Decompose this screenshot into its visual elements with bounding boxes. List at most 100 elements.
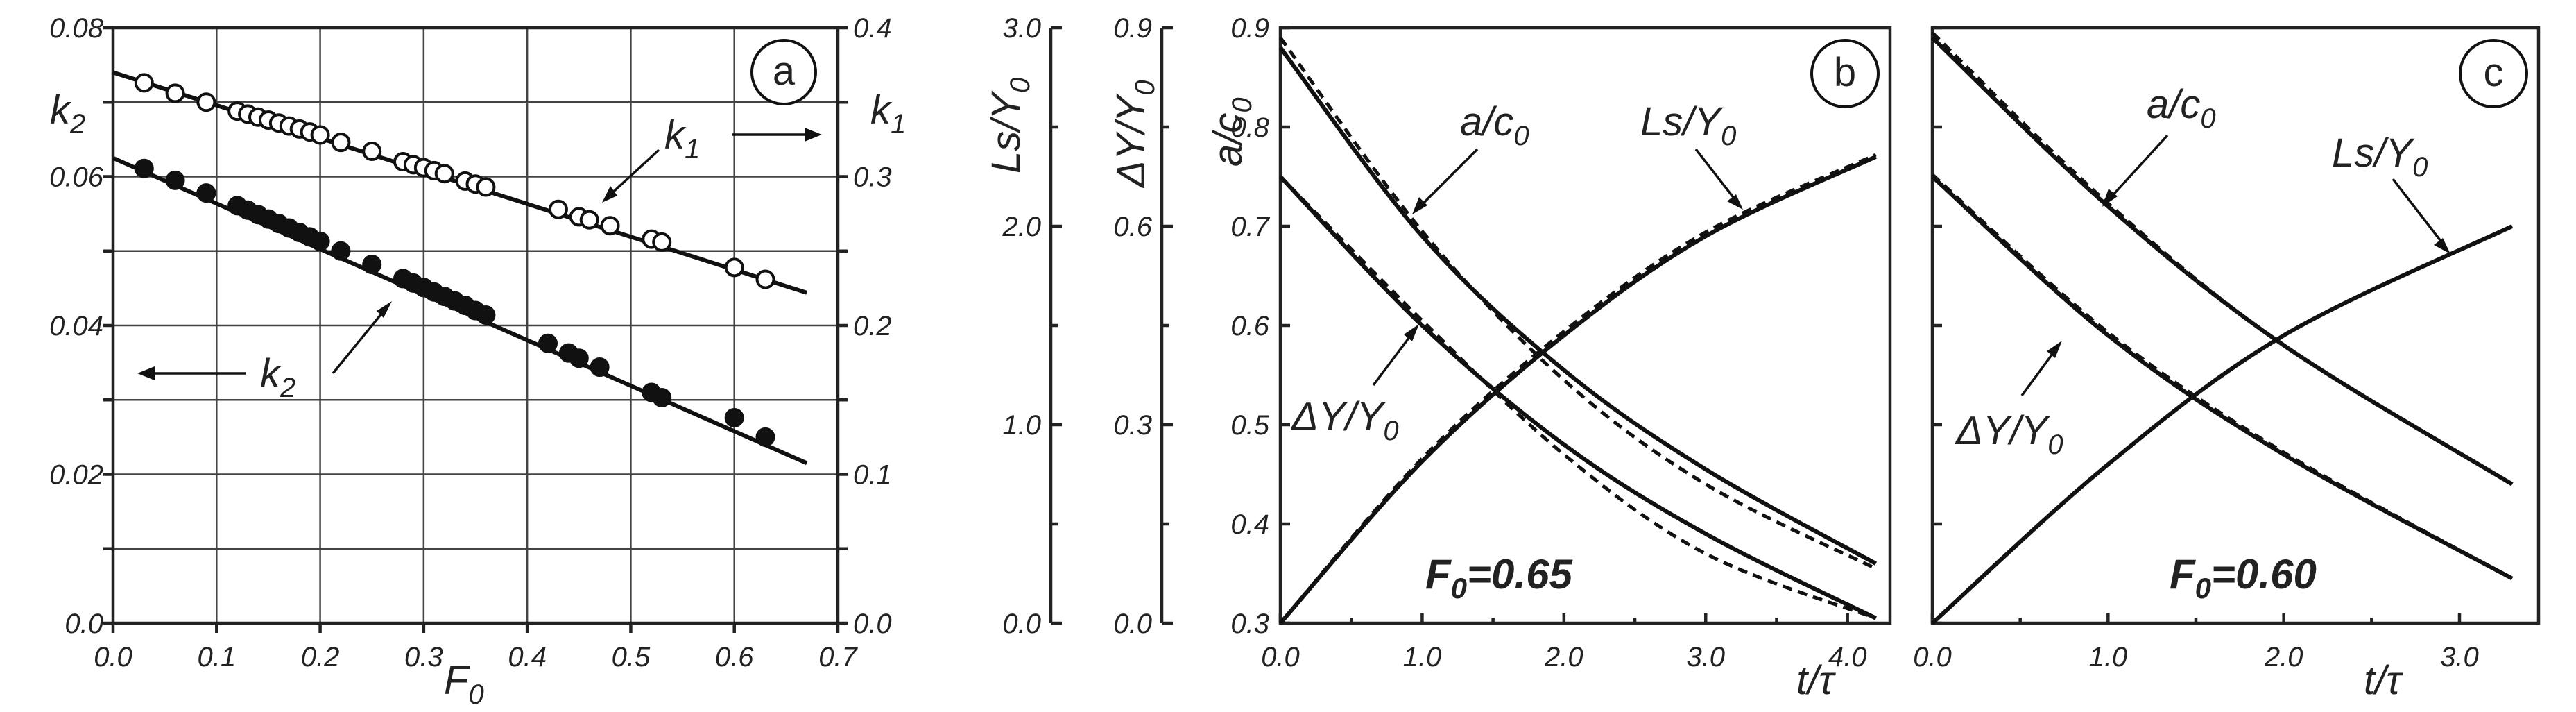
x-tick-label: 0.0: [1913, 642, 1952, 672]
panel-a-right-tick-label: 0.1: [853, 460, 892, 491]
panel-a-grid: [113, 28, 838, 623]
panel-b-dy-axis-label: ΔY/Y0: [1108, 80, 1160, 189]
x-tick-label: 1.0: [2089, 642, 2128, 672]
panel-c-dy-annotation: ΔY/Y0: [1955, 408, 2063, 460]
extra-axis-tick-label: 3.0: [1002, 13, 1041, 44]
panel-a-points: [134, 73, 775, 447]
panel-b-ls-pointer-head: [1727, 194, 1743, 210]
panel-a-x-tick-label: 0.0: [94, 642, 132, 672]
panel-b-ac-pointer: [1417, 148, 1479, 210]
panel-a-x-tick-label: 0.3: [404, 642, 443, 672]
panel-a-left-tick-label: 0.04: [49, 311, 103, 341]
panel-c-curves: [1930, 31, 2514, 625]
panel-b-dy-pointer-head: [1404, 324, 1419, 341]
k1-data-point: [165, 83, 185, 103]
curve-dashed: [1279, 153, 1877, 625]
k1-data-point: [579, 210, 599, 230]
panel-b-label-circle: [1810, 39, 1880, 108]
panel-c-ls-pointer-head: [2434, 238, 2450, 254]
panel-a-left-tick-label: 0.08: [49, 13, 104, 44]
x-tick-label: 0.0: [1261, 642, 1300, 672]
panel-b-x-axis-label: t/τ: [1796, 658, 1836, 703]
x-tick-label: 1.0: [1403, 642, 1442, 672]
panel-b-ls-annotation: Ls/Y0: [1640, 99, 1736, 151]
curve-dashed: [1931, 173, 2514, 580]
panel-b: 0.01.02.03.00.00.30.60.9 0.0 1.0 2.0 3.0 4.0…: [984, 13, 1892, 703]
x-tick-label: 4.0: [1828, 642, 1867, 672]
panel-c-dy-pointer: [2020, 347, 2058, 397]
k1-pointer: [606, 149, 660, 198]
k2-data-point: [331, 241, 351, 261]
panel-c-label: c: [2484, 50, 2504, 95]
panel-a-x-ticks: 0.0 0.1 0.2 0.3 0.4 0.5 0.6 0.7: [94, 623, 859, 672]
panel-c-ls-annotation: Ls/Y0: [2332, 130, 2428, 183]
x-tick-label: 2.0: [2264, 642, 2303, 672]
extra-axis-tick-label: 0.3: [1113, 410, 1152, 441]
panel-a-x-axis-label: F0: [444, 658, 484, 710]
k1-annotation: k1: [664, 112, 700, 164]
x-tick-label: 3.0: [1686, 642, 1725, 672]
curve-solid: [1930, 224, 2514, 625]
y-tick-label: 0.6: [1230, 311, 1269, 341]
k2-data-point: [165, 170, 185, 190]
panel-c-x-ticks: 0.0 1.0 2.0 3.0: [1913, 613, 2479, 672]
k2-data-point: [569, 348, 589, 368]
k2-data-point: [362, 255, 382, 275]
k2-data-point: [590, 357, 610, 378]
panel-c-ac-annotation: a/c0: [2147, 82, 2216, 134]
panel-b-ac-axis-label: a/c0: [1205, 97, 1257, 167]
panel-a-x-tick-label: 0.2: [301, 642, 340, 672]
k1-data-point: [476, 177, 496, 197]
x-tick-label: 3.0: [2440, 642, 2479, 672]
panel-a-x-tick-label: 0.5: [612, 642, 651, 672]
panel-a-left-axis-label: k2: [50, 87, 85, 139]
panel-c-x-axis-label: t/τ: [2364, 658, 2403, 703]
extra-axis-tick-label: 0.0: [1113, 609, 1152, 639]
panel-b-ac-pointer-head: [1412, 197, 1427, 214]
panel-a-right-tick-label: 0.0: [853, 609, 892, 639]
k1-data-point: [362, 142, 382, 162]
k2-data-point: [476, 305, 496, 325]
k2-data-point: [652, 388, 672, 408]
panel-a-label: a: [773, 49, 796, 94]
k2-data-point: [724, 407, 744, 427]
panel-a-label-circle: [750, 39, 817, 105]
panel-b-curves: [1278, 36, 1878, 625]
k1-data-point: [434, 164, 454, 184]
panel-b-extra-axes: 0.0 1.0 2.0 3.0 0.0 0.3 0.6 0.9: [1002, 13, 1173, 639]
extra-axis-tick-label: 0.9: [1113, 13, 1152, 44]
panel-a-right-tick-label: 0.4: [853, 13, 892, 44]
panel-a-x-tick-label: 0.1: [197, 642, 236, 672]
panel-a: 0.0 0.1 0.2 0.3 0.4 0.5 0.6 0.7 0.0 0.02 0.04 0.06…: [49, 13, 906, 710]
panel-c-label-circle: [2459, 39, 2528, 108]
x-tick-label: 2.0: [1544, 642, 1583, 672]
curve-solid: [1278, 175, 1877, 620]
k2-data-point: [134, 158, 154, 178]
panel-a-right-tick-label: 0.3: [853, 162, 892, 193]
panel-a-right-ticks: 0.0 0.1 0.2 0.3 0.4: [838, 13, 892, 639]
k1-data-point: [196, 92, 216, 112]
k2-data-point: [755, 427, 775, 447]
panel-c-parameter: F0=0.60: [2170, 551, 2317, 604]
panel-a-left-tick-label: 0.0: [65, 609, 103, 639]
k2-data-point: [310, 231, 330, 251]
y-tick-label: 0.8: [1230, 112, 1269, 143]
k2-pointer: [332, 308, 386, 375]
panel-b-parameter: F0=0.65: [1425, 551, 1573, 604]
panel-b-dy-annotation: ΔY/Y0: [1290, 394, 1399, 446]
k2-data-point: [538, 333, 558, 353]
panel-b-y-ticks: 0.3 0.4 0.5 0.6 0.7 0.8 0.9: [1230, 13, 1290, 639]
panel-a-right-tick-label: 0.2: [853, 311, 892, 341]
k1-data-point: [331, 133, 351, 153]
k1-data-point: [724, 257, 744, 278]
k1-data-point: [755, 269, 775, 289]
panel-b-ac-annotation: a/c0: [1460, 99, 1529, 151]
k1-pointer-head: [602, 186, 617, 203]
k1-data-point: [600, 216, 620, 236]
curve-solid: [1278, 46, 1878, 566]
y-tick-label: 0.3: [1230, 609, 1269, 639]
extra-axis-tick-label: 1.0: [1002, 410, 1041, 441]
k2-arrowhead: [137, 366, 155, 380]
